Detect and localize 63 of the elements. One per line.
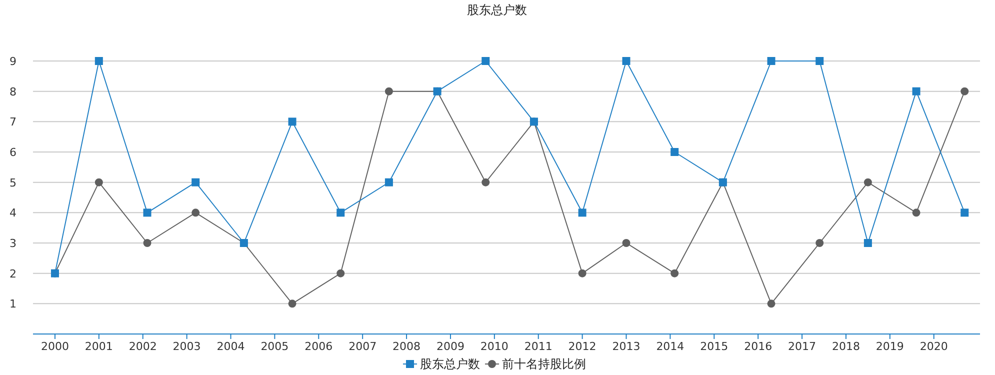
- x-tick-label: 2016: [744, 340, 772, 353]
- y-tick-label: 7: [10, 116, 16, 129]
- y-tick-label: 2: [10, 267, 16, 280]
- point: [767, 300, 776, 308]
- point: [767, 57, 776, 65]
- x-tick-label: 2019: [876, 340, 904, 353]
- x-tick-label: 2003: [172, 340, 201, 353]
- point: [384, 87, 393, 96]
- point: [143, 208, 152, 217]
- point: [94, 178, 103, 186]
- point: [578, 208, 586, 217]
- point: [578, 269, 586, 278]
- x-tick-label: 2006: [304, 340, 333, 353]
- chart-title: 股东总户数: [467, 3, 527, 17]
- point: [670, 148, 679, 156]
- point: [336, 269, 345, 278]
- point: [622, 239, 630, 247]
- x-tick-label: 2000: [40, 340, 69, 353]
- x-tick-label: 2008: [392, 340, 421, 353]
- y-tick-label: 8: [10, 85, 16, 98]
- point: [912, 87, 920, 96]
- point: [192, 208, 200, 217]
- y-tick-label: 9: [10, 55, 16, 68]
- point: [288, 300, 296, 308]
- x-tick-label: 2020: [920, 340, 948, 353]
- point: [482, 57, 490, 65]
- x-tick-label: 2015: [700, 340, 728, 353]
- x-tick-label: 2017: [788, 340, 816, 353]
- x-tick-label: 2009: [436, 340, 464, 353]
- point: [288, 118, 296, 126]
- x-tick-label: 2012: [568, 340, 596, 353]
- x-tick-label: 2018: [832, 340, 860, 353]
- x-tick-label: 2014: [656, 340, 684, 353]
- point: [482, 178, 490, 186]
- point: [384, 178, 393, 186]
- x-tick-label: 2007: [348, 340, 377, 353]
- point: [960, 87, 969, 96]
- x-tick-label: 2010: [480, 340, 508, 353]
- y-tick-label: 5: [10, 176, 16, 190]
- y-tick-label: 3: [10, 237, 16, 250]
- point: [94, 57, 103, 65]
- point: [336, 208, 345, 217]
- point: [670, 269, 679, 278]
- y-tick-label: 1: [10, 298, 16, 311]
- x-tick-label: 2004: [216, 340, 245, 353]
- point: [864, 239, 872, 247]
- legend-label: 前十名持股比例: [502, 357, 586, 371]
- y-tick-label: 6: [10, 146, 16, 159]
- x-tick-label: 2013: [612, 340, 640, 353]
- legend-label: 股东总户数: [420, 357, 480, 371]
- point: [143, 239, 152, 247]
- point: [192, 178, 200, 186]
- point: [864, 178, 872, 186]
- x-tick-label: 2001: [84, 340, 113, 353]
- x-tick-label: 2005: [260, 340, 289, 353]
- point: [816, 239, 824, 247]
- point: [960, 208, 969, 217]
- point: [912, 208, 920, 217]
- y-tick-label: 4: [10, 206, 16, 220]
- point: [622, 57, 630, 65]
- x-tick-label: 2011: [524, 340, 552, 353]
- point: [816, 57, 824, 65]
- x-tick-label: 2002: [128, 340, 157, 353]
